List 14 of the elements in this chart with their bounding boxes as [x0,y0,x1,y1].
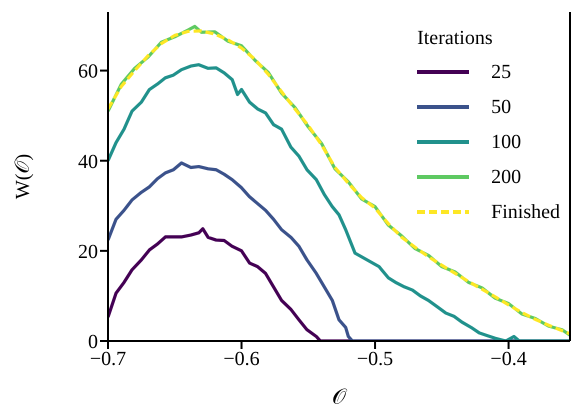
legend-label: Finished [491,200,560,224]
x-tick-label: −0.5 [356,348,394,370]
y-tick-label: 60 [78,60,98,83]
y-axis-title: W(𝒪) [12,154,34,200]
x-axis-title: 𝒪 [332,384,348,409]
legend-title: Iterations [417,26,494,50]
y-tick-label: 40 [78,150,98,173]
legend-label: 50 [491,94,512,118]
x-tick-label: −0.4 [490,348,527,370]
legend-label: 200 [491,164,522,188]
legend-label: 100 [491,130,522,154]
legend-label: 25 [491,60,512,84]
y-tick-label: 20 [78,240,98,263]
x-tick-label: −0.6 [223,348,260,370]
